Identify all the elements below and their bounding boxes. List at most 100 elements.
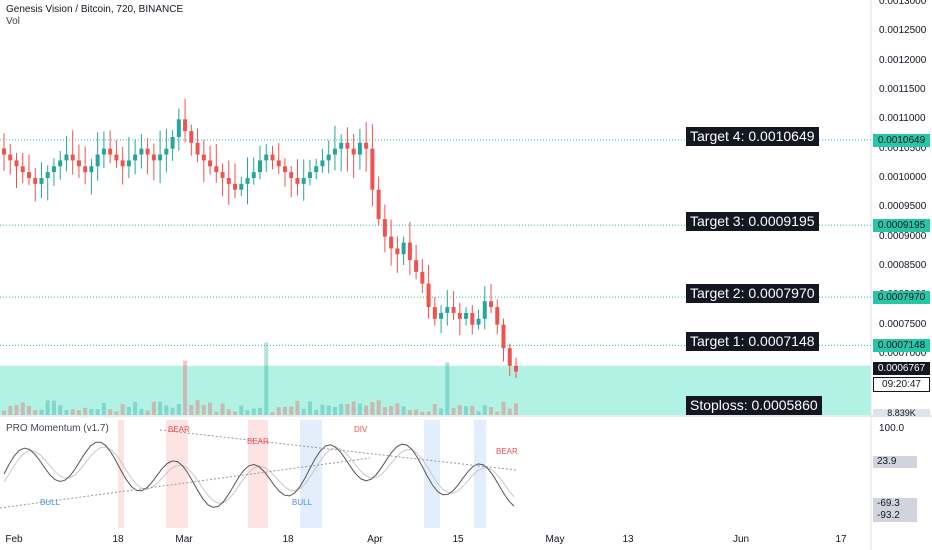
volume-bar <box>126 406 131 415</box>
candle-body <box>70 154 75 161</box>
candle-body <box>201 154 206 161</box>
candle-body <box>501 324 506 349</box>
momentum-signal-label: BEAR <box>168 425 190 434</box>
candle-body <box>314 166 319 173</box>
momentum-value-tag: -93.2 <box>873 510 917 522</box>
candle-body <box>239 183 244 190</box>
volume-bar <box>176 403 181 415</box>
price-tick-label: 0.0009000 <box>879 230 927 242</box>
price-tick-label: 0.0007000 <box>879 348 927 359</box>
volume-bar <box>14 404 19 415</box>
candle-body <box>326 154 331 161</box>
candle-body <box>432 307 437 319</box>
price-tick-label: 0.0007500 <box>879 318 927 330</box>
candle-body <box>95 154 100 167</box>
time-tick-label: 17 <box>835 534 847 545</box>
volume-bar <box>514 403 518 415</box>
volume-bar <box>351 401 356 415</box>
volume-bar <box>364 405 369 415</box>
volume-bar <box>258 407 262 415</box>
candle-body <box>183 119 188 132</box>
volume-bar <box>495 411 500 415</box>
volume-bar <box>83 407 88 415</box>
time-tick-label: 18 <box>282 534 294 545</box>
volume-bar <box>114 411 119 415</box>
candle-body <box>151 154 156 161</box>
price-tick-label: 0.0010500 <box>879 142 927 154</box>
volume-bar <box>151 401 156 415</box>
volume-bar <box>95 409 100 415</box>
candle-body <box>26 172 31 178</box>
volume-bar <box>345 403 350 415</box>
candle-body <box>376 189 381 220</box>
candle-body <box>133 154 138 161</box>
volume-bar <box>239 405 244 415</box>
candle-body <box>164 148 169 155</box>
candle-body <box>264 154 269 161</box>
volume-bar <box>201 404 206 415</box>
candle-body <box>89 166 94 173</box>
volume-bar <box>507 408 512 415</box>
candle-body <box>83 166 88 173</box>
candle-body <box>114 154 119 161</box>
volume-bar <box>39 409 44 415</box>
candle-body <box>295 178 300 184</box>
candle-body <box>301 178 306 184</box>
momentum-tick-label: 100.0 <box>879 423 905 434</box>
volume-bar <box>501 401 506 415</box>
volume-bar <box>76 410 81 415</box>
volume-bar <box>189 404 194 415</box>
volume-bar <box>432 404 437 415</box>
countdown-tag: 09:20:47 <box>873 376 930 392</box>
candle-body <box>208 160 213 167</box>
signal-band <box>474 420 486 528</box>
candle-body <box>339 142 344 149</box>
signal-band <box>166 420 188 528</box>
target-label-4: Target 4: 0.0010649 <box>686 126 819 146</box>
candle-body <box>64 154 69 161</box>
volume-bar <box>451 407 456 415</box>
target-price-tag: 0.0009195 <box>873 219 930 233</box>
candle-body <box>226 178 231 184</box>
volume-bar <box>307 401 312 415</box>
volume-bar <box>170 407 175 415</box>
volume-bar <box>251 408 256 415</box>
volume-bar <box>220 403 225 415</box>
volume-bar <box>214 411 219 415</box>
price-tick-label: 0.0012500 <box>879 25 927 37</box>
price-tick-label: 0.0013000 <box>879 0 927 7</box>
volume-bar <box>195 400 200 415</box>
candle-body <box>39 178 44 184</box>
candle-body <box>320 160 325 167</box>
volume-bar <box>370 402 375 415</box>
volume-bar <box>282 407 287 415</box>
volume-bar <box>276 407 281 415</box>
candle-body <box>439 312 444 319</box>
candle-body <box>457 312 462 319</box>
time-tick-label: 18 <box>112 534 124 545</box>
volume-bar <box>2 410 6 415</box>
price-tick-label: 0.0011500 <box>879 84 926 95</box>
volume-bar <box>245 410 250 415</box>
momentum-signal-label: BEAR <box>496 447 518 456</box>
candle-body <box>351 148 356 155</box>
candle-body <box>120 160 125 167</box>
candle-body <box>345 142 350 149</box>
momentum-signal-label: BULL <box>292 498 313 507</box>
price-tick-label: 0.0008500 <box>879 260 927 271</box>
volume-bar <box>108 409 113 415</box>
candle-body <box>282 166 287 173</box>
target-price-tag: 0.0007970 <box>873 291 930 305</box>
candle-body <box>370 148 375 190</box>
candle-body <box>189 131 194 143</box>
signal-band <box>248 420 268 528</box>
candle-body <box>389 236 394 249</box>
candle-body <box>489 301 494 308</box>
volume-bar <box>26 406 31 415</box>
volume-bar <box>326 405 331 415</box>
candle-body <box>332 148 337 155</box>
candle-body <box>8 154 13 161</box>
candle-body <box>307 172 312 178</box>
candle-body <box>170 136 175 149</box>
